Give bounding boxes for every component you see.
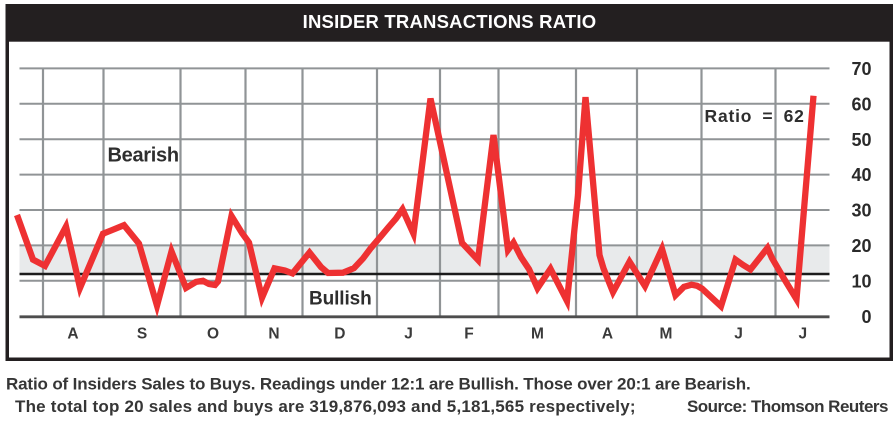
svg-text:N: N [268, 326, 279, 343]
svg-text:Ratio of Insiders Sales to Buy: Ratio of Insiders Sales to Buys. Reading… [6, 375, 751, 394]
svg-text:20: 20 [851, 236, 871, 256]
svg-text:40: 40 [851, 165, 871, 185]
svg-text:Bearish: Bearish [108, 145, 179, 167]
svg-text:J: J [798, 326, 807, 343]
svg-text:The total top 20 sales and buy: The total top 20 sales and buys are 319,… [15, 397, 636, 416]
svg-text:J: J [734, 326, 743, 343]
svg-text:F: F [464, 326, 473, 343]
svg-text:30: 30 [851, 201, 871, 221]
svg-text:70: 70 [851, 59, 871, 79]
svg-text:10: 10 [851, 271, 871, 291]
svg-text:S: S [137, 326, 147, 343]
svg-text:Bullish: Bullish [309, 289, 372, 310]
svg-text:A: A [67, 326, 78, 343]
svg-text:M: M [660, 326, 673, 343]
svg-text:J: J [404, 326, 413, 343]
svg-text:Source: Thomson Reuters: Source: Thomson Reuters [687, 397, 888, 416]
svg-text:Ratio = 62: Ratio = 62 [705, 106, 805, 126]
svg-text:O: O [207, 326, 219, 343]
svg-text:A: A [602, 326, 613, 343]
svg-text:50: 50 [851, 130, 871, 150]
svg-text:INSIDER TRANSACTIONS RATIO: INSIDER TRANSACTIONS RATIO [303, 11, 597, 32]
svg-text:60: 60 [851, 94, 871, 114]
svg-text:M: M [531, 326, 544, 343]
svg-text:D: D [334, 326, 345, 343]
svg-text:0: 0 [861, 307, 871, 327]
